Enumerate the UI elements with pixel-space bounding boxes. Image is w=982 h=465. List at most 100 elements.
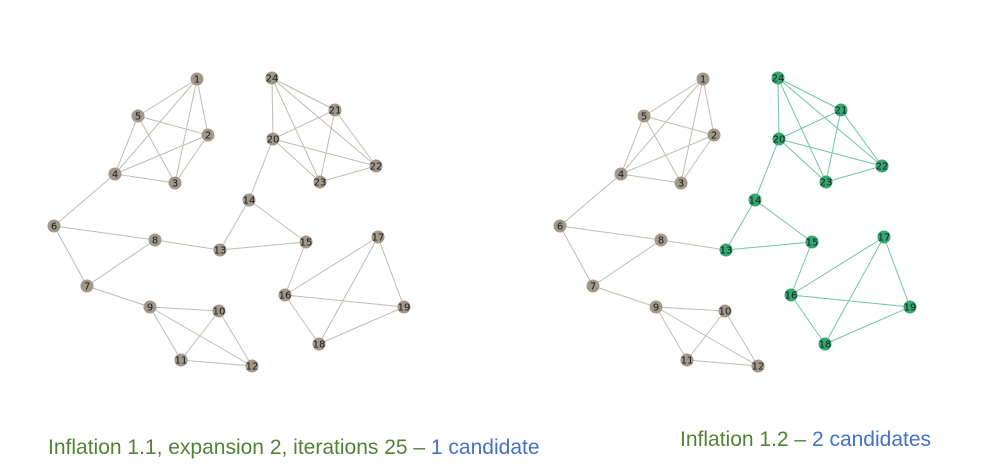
edge-8-13 (660, 239, 727, 251)
node-9: 9 (649, 300, 663, 314)
node-label: 6 (51, 222, 57, 233)
node-circle (328, 103, 342, 117)
edge-18-19 (318, 306, 405, 345)
node-2: 2 (707, 128, 721, 142)
node-circle (371, 230, 385, 244)
node-label: 8 (152, 236, 158, 247)
edge-24-22 (271, 77, 377, 167)
edge-21-22 (840, 109, 883, 167)
edge-16-17 (284, 236, 379, 296)
edge-17-19 (883, 236, 911, 308)
node-label: 11 (681, 356, 694, 367)
node-18: 18 (818, 337, 832, 351)
node-circle (174, 353, 188, 367)
node-circle (772, 132, 786, 146)
node-circle (80, 279, 94, 293)
node-24: 24 (265, 71, 279, 85)
edge-7-8 (592, 239, 662, 287)
node-label: 12 (246, 362, 259, 373)
edge-6-8 (559, 225, 662, 241)
node-circle (877, 230, 891, 244)
edge-2-3 (174, 134, 209, 184)
node-circle (265, 71, 279, 85)
node-circle (369, 159, 383, 173)
node-17: 17 (877, 230, 891, 244)
node-label: 18 (819, 340, 832, 351)
node-label: 12 (752, 362, 765, 373)
edge-16-17 (790, 236, 885, 296)
node-12: 12 (751, 359, 765, 373)
node-13: 13 (213, 243, 227, 257)
node-circle (213, 243, 227, 257)
edge-17-19 (377, 236, 405, 308)
edge-24-23 (777, 77, 827, 183)
node-circle (718, 304, 732, 318)
node-circle (784, 288, 798, 302)
edge-6-8 (53, 225, 156, 241)
node-label: 5 (641, 112, 647, 123)
caption-left-settings: Inflation 1.1, expansion 2, iterations 2… (48, 436, 431, 459)
edge-24-22 (777, 77, 883, 167)
node-circle (131, 109, 145, 123)
node-label: 20 (773, 135, 786, 146)
node-circle (108, 167, 122, 181)
node-circle (818, 337, 832, 351)
node-circle (748, 193, 762, 207)
edge-13-15 (725, 241, 813, 251)
node-15: 15 (805, 235, 819, 249)
node-label: 7 (590, 282, 596, 293)
node-circle (614, 167, 628, 181)
node-1: 1 (696, 72, 710, 86)
node-label: 17 (878, 233, 891, 244)
edge-17-18 (824, 236, 885, 345)
edge-16-19 (284, 294, 405, 308)
node-4: 4 (108, 167, 122, 181)
edge-5-2 (643, 115, 715, 136)
edge-16-19 (790, 294, 911, 308)
edge-9-10 (149, 306, 220, 312)
edge-13-14 (725, 199, 756, 251)
edge-24-20 (777, 77, 780, 140)
edge-5-4 (114, 115, 139, 175)
node-label: 2 (711, 131, 717, 142)
node-label: 2 (205, 131, 211, 142)
node-label: 10 (719, 307, 732, 318)
node-label: 1 (700, 75, 706, 86)
node-16: 16 (784, 288, 798, 302)
node-22: 22 (875, 159, 889, 173)
edge-10-11 (180, 310, 220, 361)
node-3: 3 (674, 176, 688, 190)
edge-9-12 (655, 306, 759, 367)
node-10: 10 (212, 304, 226, 318)
node-label: 13 (720, 246, 733, 257)
edge-1-4 (620, 78, 704, 175)
node-label: 16 (785, 291, 798, 302)
edge-9-12 (149, 306, 253, 367)
node-label: 11 (175, 356, 188, 367)
caption-left: Inflation 1.1, expansion 2, iterations 2… (48, 436, 540, 460)
node-label: 23 (314, 178, 327, 189)
caption-right: Inflation 1.2 – 2 candidates (680, 428, 931, 452)
node-circle (819, 175, 833, 189)
edge-10-12 (218, 310, 253, 367)
node-5: 5 (131, 109, 145, 123)
node-5: 5 (637, 109, 651, 123)
node-circle (168, 176, 182, 190)
node-label: 9 (147, 303, 153, 314)
node-label: 22 (370, 162, 383, 173)
node-label: 20 (267, 135, 280, 146)
edge-1-5 (137, 78, 198, 117)
edge-11-12 (686, 359, 759, 367)
node-label: 3 (678, 179, 684, 190)
edge-13-15 (219, 241, 307, 251)
node-circle (654, 233, 668, 247)
edge-9-10 (655, 306, 726, 312)
edge-18-19 (824, 306, 911, 345)
node-circle (312, 337, 326, 351)
edge-21-23 (825, 109, 842, 183)
caption-right-count: 2 candidates (811, 428, 932, 451)
edge-9-11 (149, 306, 182, 361)
node-24: 24 (771, 71, 785, 85)
node-9: 9 (143, 300, 157, 314)
